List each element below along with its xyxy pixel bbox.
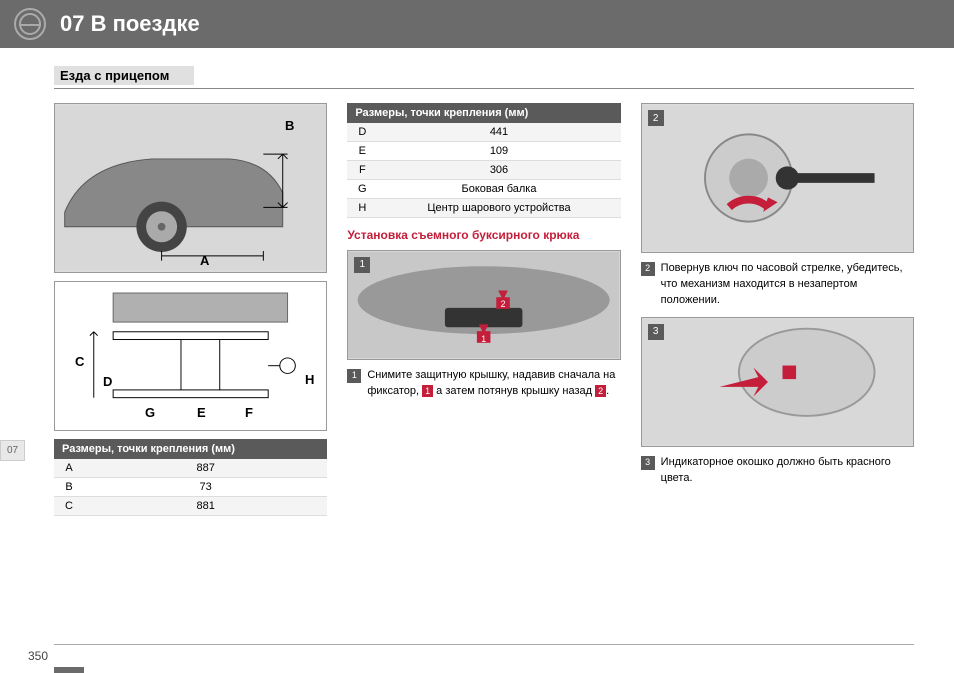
side-chapter-tab: 07 [0,440,25,461]
steering-wheel-icon [14,8,46,40]
figure-side-view: A B [54,103,327,273]
content-columns: A B C D G E [0,89,954,526]
step-2-num: 2 [641,262,655,276]
column-1: A B C D G E [54,103,327,526]
dimensions-table-2: Размеры, точки крепления (мм) D441 E109 … [347,103,620,218]
figure-step-3: 3 [641,317,914,447]
step-1-num: 1 [347,369,361,383]
dimensions-table-1: Размеры, точки крепления (мм) A887 B73 C… [54,439,327,516]
dim-E: E [197,405,206,420]
dim-F: F [245,405,253,420]
dim-A: A [200,253,209,268]
inline-badge-1: 1 [422,385,433,397]
step-1-body: Снимите защитную крышку, надавив сначала… [367,368,620,400]
dim-B: B [285,118,294,133]
page-number: 350 [28,649,48,663]
section-header: Езда с прицепом [54,66,914,89]
step-2-body: Повернув ключ по часовой стрелке, убедит… [661,261,914,309]
figure-badge-1: 1 [354,257,370,273]
svg-text:1: 1 [482,333,487,343]
inline-badge-2: 2 [595,385,606,397]
dim-C: C [75,354,84,369]
step-3-body: Индикаторное окошко должно быть красного… [661,455,914,487]
chapter-header: 07 В поездке [0,0,954,48]
figure-badge-2: 2 [648,110,664,126]
figure-badge-3: 3 [648,324,664,340]
manual-page: 07 В поездке Езда с прицепом [0,0,954,673]
step-3-num: 3 [641,456,655,470]
dim-D: D [103,374,112,389]
table2-header: Размеры, точки крепления (мм) [347,103,620,123]
step-2-text: 2 Повернув ключ по часовой стрелке, убед… [641,261,914,309]
table1-header: Размеры, точки крепления (мм) [54,439,327,459]
column-2: Размеры, точки крепления (мм) D441 E109 … [347,103,620,526]
figure-underside-view: C D G E F H [54,281,327,431]
figure-step-1: 1 1 2 [347,250,620,360]
section-title: Езда с прицепом [54,66,194,85]
footer-rule [54,644,914,645]
dim-G: G [145,405,155,420]
figure-step-2: 2 [641,103,914,253]
svg-text:2: 2 [501,299,506,309]
chapter-title: 07 В поездке [60,11,200,37]
column-3: 2 2 Повернув ключ по часовой стрелке, уб… [641,103,914,526]
step-1-text: 1 Снимите защитную крышку, надавив снача… [347,368,620,400]
step-3-text: 3 Индикаторное окошко должно быть красно… [641,455,914,487]
dim-H: H [305,372,314,387]
footer-accent [54,667,84,673]
install-heading: Установка съемного буксирного крюка [347,228,620,244]
